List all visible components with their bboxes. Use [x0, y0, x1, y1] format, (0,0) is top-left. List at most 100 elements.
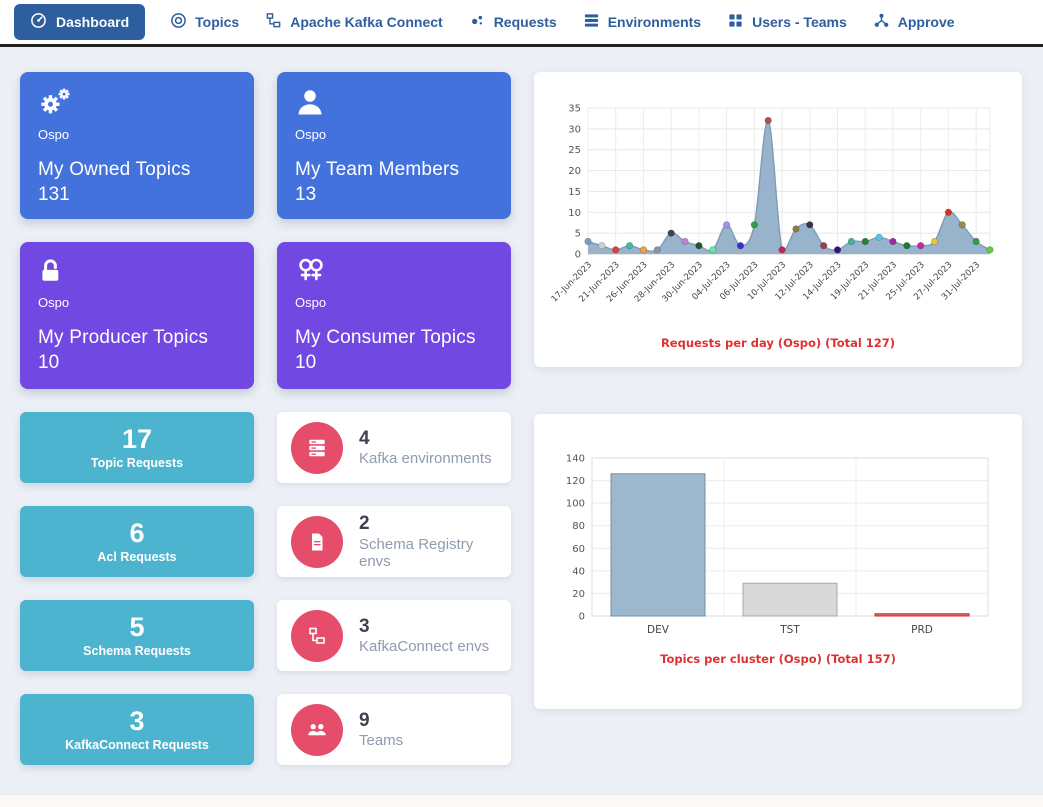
svg-text:80: 80 [572, 521, 585, 532]
kafka-connect-icon [291, 609, 343, 662]
card-value: 131 [38, 184, 70, 205]
requests-per-day-chart: 0510152025303517-Jun-202321-Jun-202326-J… [550, 104, 994, 305]
env-card-text: 4 Kafka environments [359, 428, 492, 468]
schema-requests-count: 5 [129, 611, 145, 642]
svg-text:120: 120 [566, 476, 585, 487]
schema-requests-label: Schema Requests [83, 644, 191, 659]
nav-topics[interactable]: Topics [157, 4, 252, 40]
card-title: My Owned Topics [38, 159, 191, 180]
nav-kafka-connect[interactable]: Apache Kafka Connect [252, 4, 455, 40]
nav-users-teams[interactable]: Users - Teams [714, 4, 860, 40]
kafkaconnect-envs-count: 3 [359, 615, 370, 637]
requests-icon [469, 12, 486, 32]
teams-count: 9 [359, 709, 370, 731]
people-icon [291, 703, 343, 756]
topic-requests-label: Topic Requests [90, 456, 184, 471]
nav-dashboard[interactable]: Dashboard [14, 4, 146, 40]
nav-requests[interactable]: Requests [456, 4, 570, 40]
card-value: 10 [295, 352, 317, 373]
card-team-label: Ospo [38, 295, 70, 310]
schema-registry-envs-label: Schema Registry envs [359, 535, 474, 570]
schema-requests-card[interactable]: 5 Schema Requests [20, 600, 254, 671]
topics-per-cluster-chart-card: 0 20 40 60 80 100 120 140 DEV TST PRD Topics per c… [534, 414, 1022, 709]
column-left: Ospo My Owned Topics 131 Ospo My Produce… [20, 72, 254, 765]
env-card-text: 2 Schema Registry envs [359, 513, 497, 570]
svg-text:25: 25 [568, 145, 581, 156]
nav-dashboard-label: Dashboard [56, 14, 130, 30]
file-icon [291, 515, 343, 568]
schema-registry-envs-count: 2 [359, 513, 370, 535]
schema-registry-envs-card[interactable]: 2 Schema Registry envs [277, 506, 511, 577]
kafkaconnect-requests-label: KafkaConnect Requests [65, 738, 209, 753]
kafkaconnect-envs-label: KafkaConnect envs [359, 638, 490, 656]
svg-text:5: 5 [575, 229, 581, 240]
svg-text:20: 20 [568, 166, 581, 177]
nav-approve[interactable]: Approve [860, 4, 968, 40]
svg-text:20: 20 [572, 589, 585, 600]
card-title: My Consumer Topics [295, 327, 476, 348]
requests-per-day-chart-title: Requests per day (Ospo) (Total 127) [660, 336, 896, 350]
svg-text:60: 60 [572, 544, 585, 555]
column-charts: 0 5 10 15 20 25 30 35 17-Jun-2023 21-Jun-2023 26-J… [534, 72, 1022, 709]
owned-topics-card[interactable]: Ospo My Owned Topics 131 [20, 72, 254, 219]
consumer-topics-card[interactable]: Ospo My Consumer Topics 10 [277, 242, 511, 389]
teams-card[interactable]: 9 Teams [277, 694, 511, 765]
teams-label: Teams [359, 732, 404, 750]
dashboard-content: Ospo My Owned Topics 131 Ospo My Produce… [0, 47, 1043, 794]
nav-environments[interactable]: Environments [570, 4, 714, 40]
column-middle: Ospo My Team Members 13 Ospo My Consumer… [277, 72, 511, 765]
svg-text:15: 15 [568, 187, 581, 198]
kafka-connect-icon [265, 12, 282, 32]
gears-icon [38, 88, 72, 121]
approve-icon [873, 12, 890, 32]
svg-text:100: 100 [566, 499, 585, 510]
svg-text:10: 10 [568, 208, 581, 219]
card-title: My Team Members [295, 159, 460, 180]
env-card-text: 3 KafkaConnect envs [359, 616, 489, 656]
svg-text:0: 0 [579, 612, 585, 623]
nav-users-teams-label: Users - Teams [752, 14, 847, 30]
acl-requests-card[interactable]: 6 Acl Requests [20, 506, 254, 577]
kafka-environments-label: Kafka environments [359, 450, 492, 468]
env-card-text: 9 Teams [359, 710, 403, 750]
nav-requests-label: Requests [493, 14, 557, 30]
card-team-label: Ospo [38, 127, 70, 142]
acl-requests-label: Acl Requests [97, 550, 177, 565]
gauge-icon [30, 12, 47, 32]
consumers-icon [295, 258, 327, 289]
requests-per-day-chart-card: 0 5 10 15 20 25 30 35 17-Jun-2023 21-Jun-2023 26-J… [534, 72, 1022, 367]
kafka-environments-card[interactable]: 4 Kafka environments [277, 412, 511, 483]
svg-text:30: 30 [568, 124, 581, 135]
page-footer [0, 794, 1043, 807]
card-team-label: Ospo [295, 295, 327, 310]
topics-per-cluster-chart-title: Topics per cluster (Ospo) (Total 157) [660, 652, 896, 666]
topics-icon [170, 12, 187, 32]
unlock-icon [38, 259, 66, 289]
svg-text:0: 0 [575, 250, 581, 261]
kafkaconnect-envs-card[interactable]: 3 KafkaConnect envs [277, 600, 511, 671]
nav-environments-label: Environments [607, 14, 702, 30]
card-value: 13 [295, 184, 317, 205]
top-navbar: Dashboard Topics Apache Kafka Connect Re… [0, 0, 1043, 47]
svg-text:DEV: DEV [647, 624, 670, 636]
producer-topics-card[interactable]: Ospo My Producer Topics 10 [20, 242, 254, 389]
card-title: My Producer Topics [38, 327, 209, 348]
users-teams-icon [727, 12, 744, 32]
topic-requests-card[interactable]: 17 Topic Requests [20, 412, 254, 483]
team-members-card[interactable]: Ospo My Team Members 13 [277, 72, 511, 219]
topics-per-cluster-chart: 0 20 40 60 80 100 120 140 DEV TST PRD [566, 454, 989, 636]
server-icon [291, 421, 343, 474]
svg-text:TST: TST [779, 624, 800, 636]
card-team-label: Ospo [295, 127, 327, 142]
card-value: 10 [38, 352, 60, 373]
svg-text:40: 40 [572, 566, 585, 577]
svg-text:140: 140 [566, 454, 585, 465]
kafkaconnect-requests-card[interactable]: 3 KafkaConnect Requests [20, 694, 254, 765]
topic-requests-count: 17 [121, 423, 153, 454]
nav-topics-label: Topics [195, 14, 240, 30]
acl-requests-count: 6 [129, 517, 145, 548]
environments-icon [583, 12, 600, 32]
nav-approve-label: Approve [897, 14, 955, 30]
kafka-environments-count: 4 [359, 427, 370, 449]
kafkaconnect-requests-count: 3 [129, 705, 145, 736]
